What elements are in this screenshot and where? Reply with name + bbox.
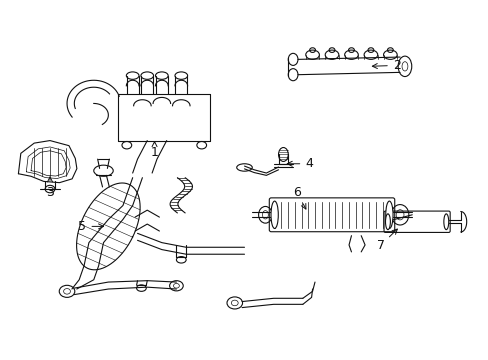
Ellipse shape xyxy=(270,201,278,229)
Ellipse shape xyxy=(443,214,448,230)
Text: 1: 1 xyxy=(150,141,158,159)
Text: 5: 5 xyxy=(78,220,103,233)
Text: 6: 6 xyxy=(292,185,305,209)
Ellipse shape xyxy=(385,214,389,230)
Text: 4: 4 xyxy=(286,157,312,170)
Text: 2: 2 xyxy=(371,59,400,72)
Ellipse shape xyxy=(385,201,392,229)
Text: 7: 7 xyxy=(376,229,397,252)
Text: 3: 3 xyxy=(46,177,54,199)
